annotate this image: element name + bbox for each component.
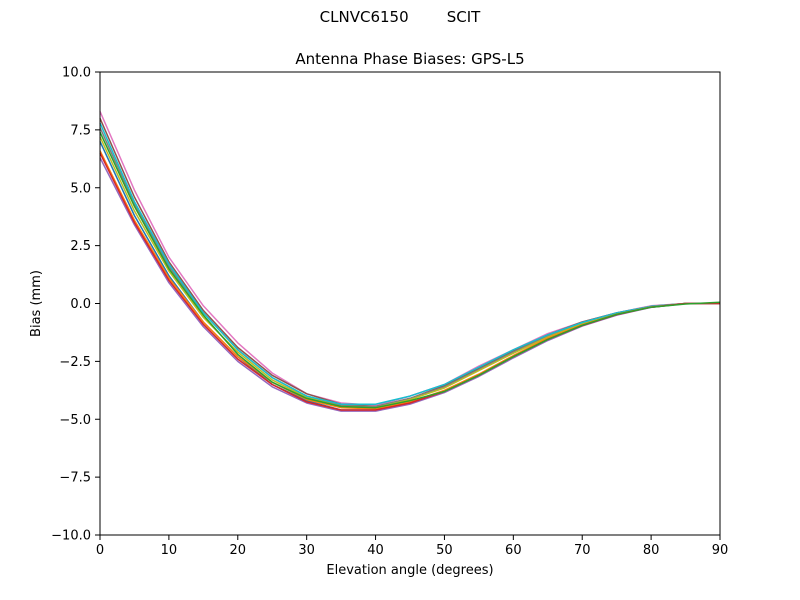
x-tick-label: 40	[367, 543, 384, 558]
series-line-1	[99, 111, 720, 407]
chart-title: Antenna Phase Biases: GPS-L5	[295, 50, 524, 68]
y-tick-label: 10.0	[62, 66, 91, 81]
y-tick-label: 2.5	[70, 239, 91, 254]
series-line-10	[99, 131, 721, 409]
series-line-4	[99, 136, 720, 409]
series-line-5	[99, 122, 720, 405]
series-line-9	[99, 152, 720, 411]
y-tick-label: 7.5	[70, 123, 91, 138]
x-tick-label: 90	[712, 543, 729, 558]
series-line-2	[99, 117, 720, 408]
y-tick-label: −7.5	[59, 471, 91, 486]
series-line-7	[99, 150, 720, 410]
x-tick-label: 80	[643, 543, 660, 558]
x-tick-label: 0	[96, 543, 104, 558]
series-line-8	[99, 157, 720, 412]
y-axis-label: Bias (mm)	[29, 270, 44, 337]
x-axis-label: Elevation angle (degrees)	[326, 563, 493, 578]
y-tick-label: −5.0	[59, 413, 91, 428]
y-tick-label: 5.0	[70, 181, 91, 196]
x-tick-label: 60	[505, 543, 522, 558]
x-tick-label: 50	[436, 543, 453, 558]
y-tick-label: −10.0	[51, 529, 91, 544]
figure-suptitle: CLNVC6150 SCIT	[319, 8, 481, 26]
y-tick-label: −2.5	[59, 355, 91, 370]
x-axis-ticks: 0 10 20 30 40 50 60 70 80 90	[96, 535, 728, 558]
x-tick-label: 30	[298, 543, 315, 558]
series-layer	[99, 111, 721, 412]
x-tick-label: 10	[161, 543, 178, 558]
x-tick-label: 70	[574, 543, 591, 558]
y-tick-label: 0.0	[70, 297, 91, 312]
x-tick-label: 20	[230, 543, 247, 558]
y-axis-ticks: −10.0 −7.5 −5.0 −2.5 0.0 2.5 5.0 7.5 10.0	[51, 66, 100, 544]
series-line-3	[99, 127, 720, 408]
series-line-6	[99, 141, 720, 411]
